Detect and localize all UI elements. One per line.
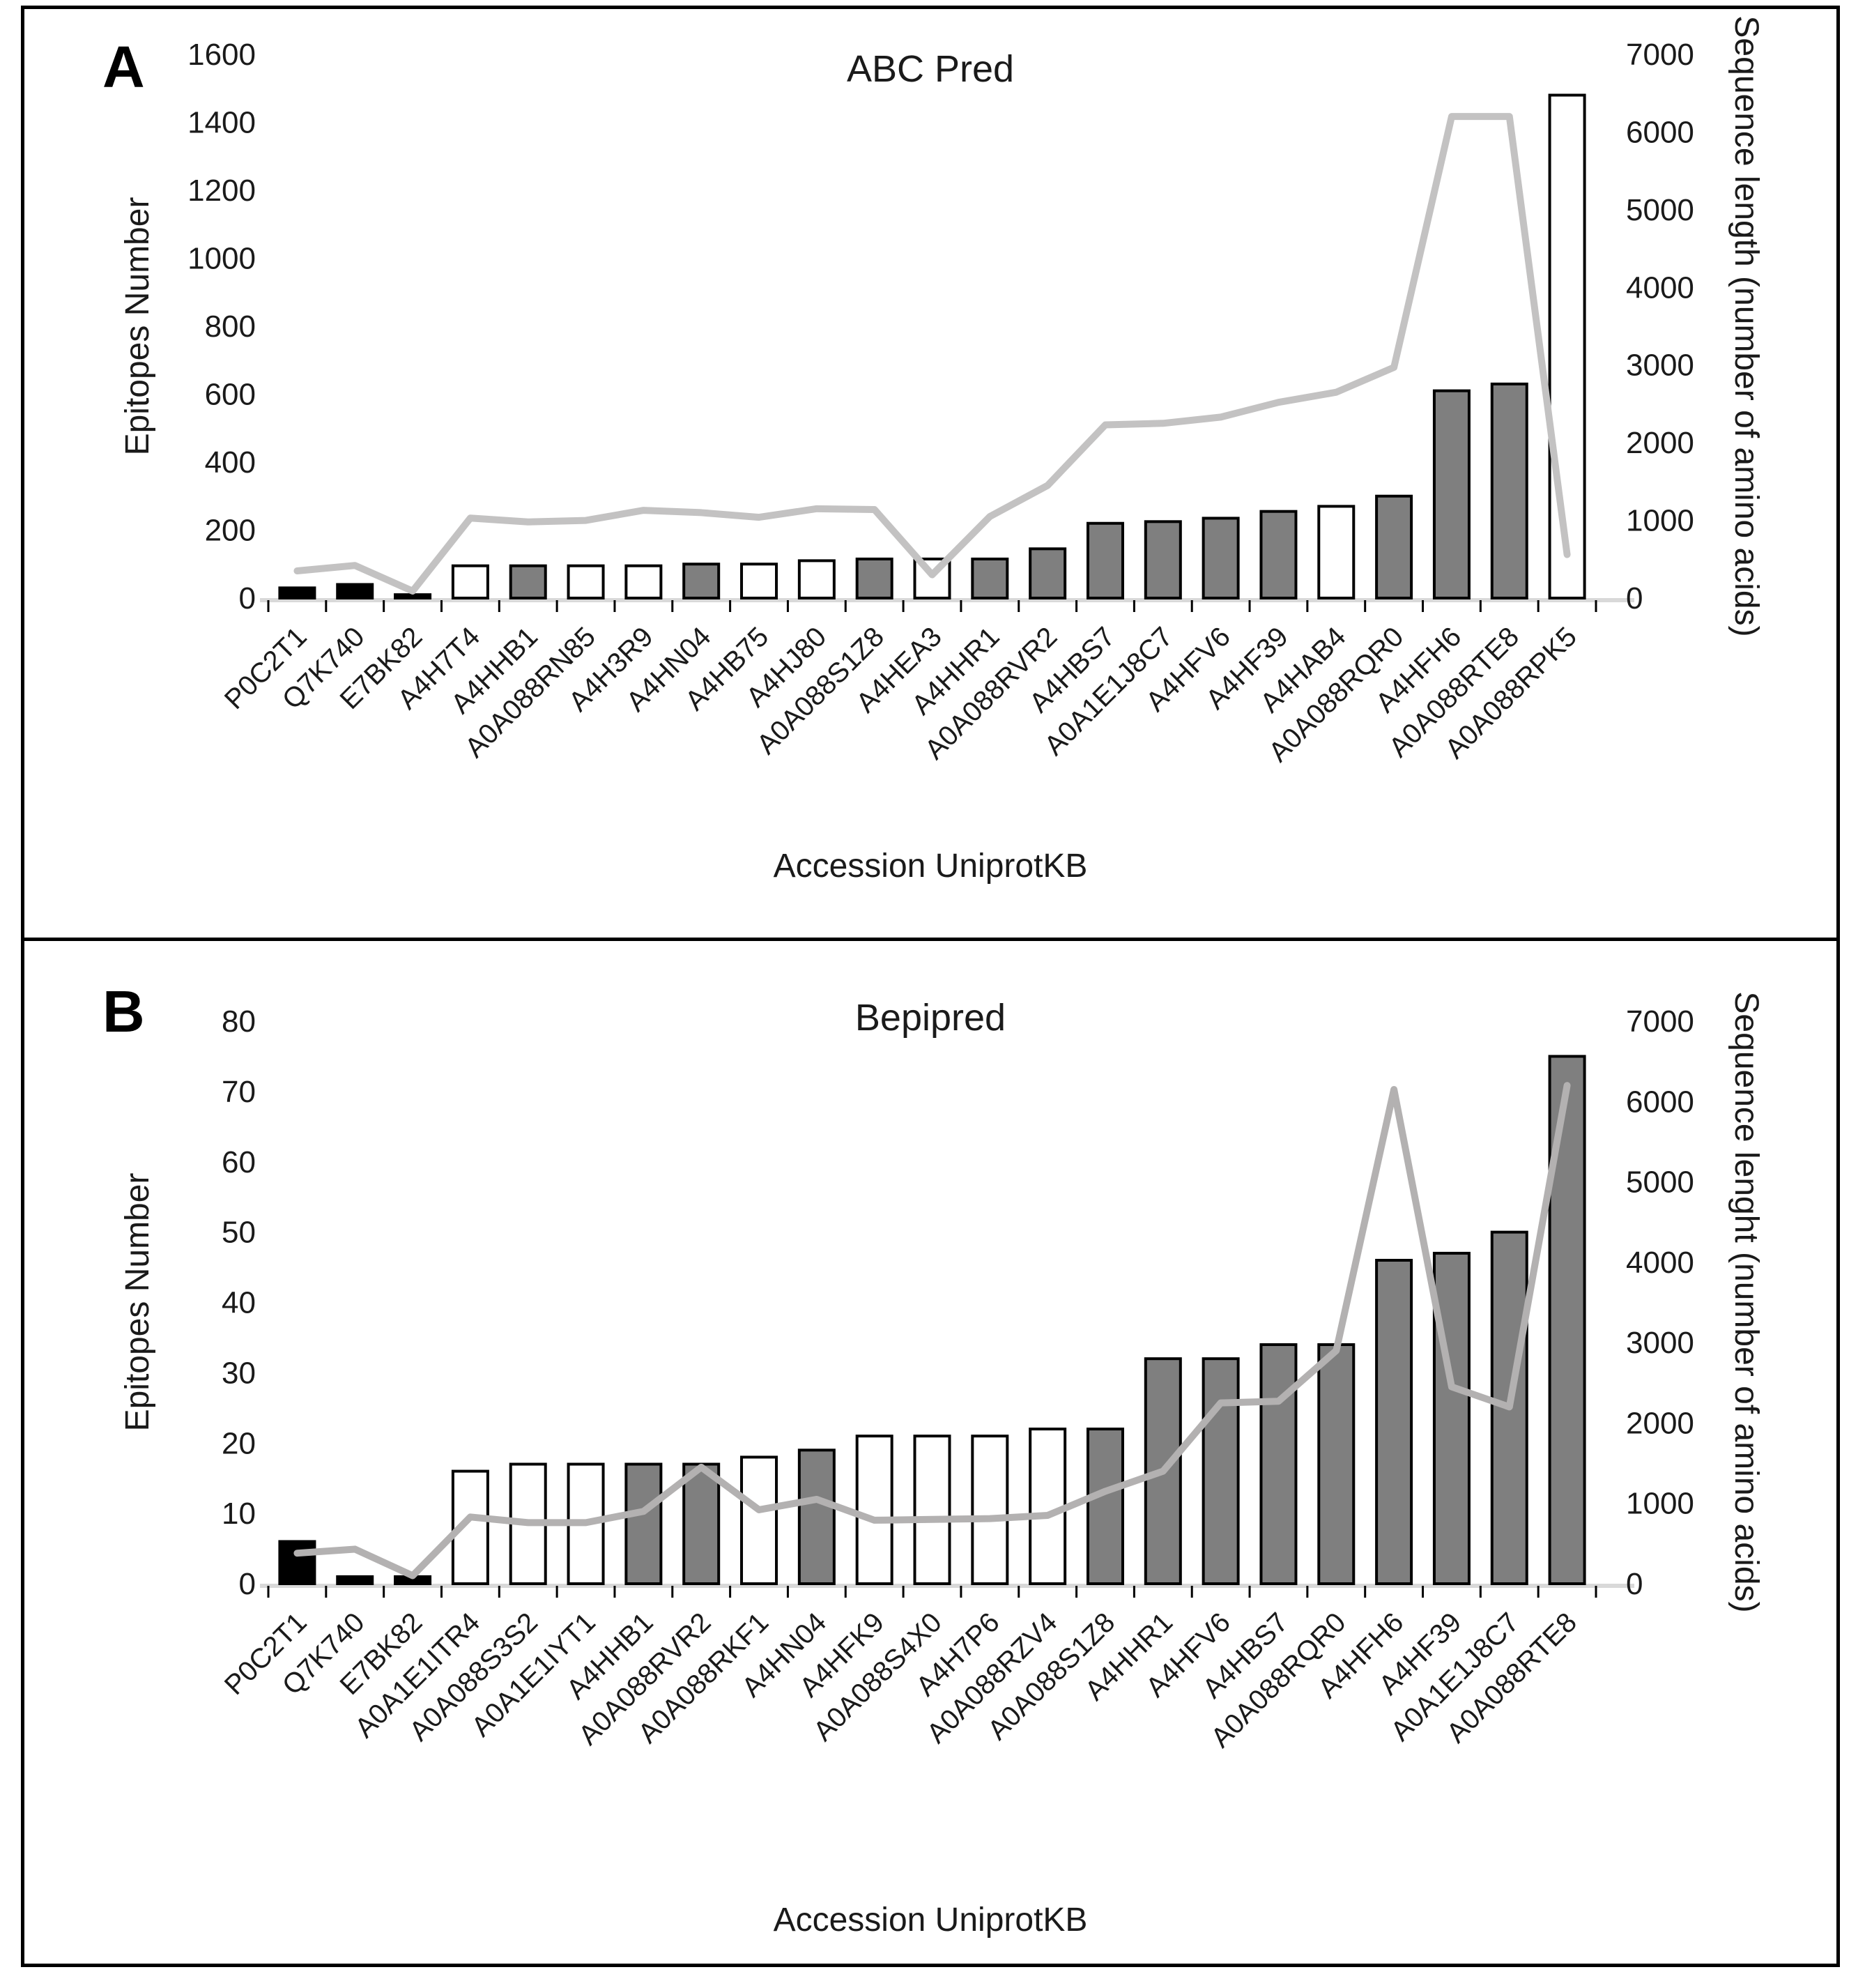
y-right-tick-label: 0: [1626, 581, 1643, 615]
y-left-tick-label: 1400: [187, 106, 256, 140]
bar: [682, 563, 721, 599]
y-left-tick-label: 0: [239, 581, 256, 615]
y-right-tick-label: 0: [1626, 1567, 1643, 1601]
y-left-tick-label: 40: [222, 1286, 256, 1320]
bar: [1375, 1258, 1413, 1585]
panel-abc-pred: A ABC Pred Epitopes Number Sequence leng…: [24, 9, 1836, 938]
y-left-tick-label: 600: [205, 378, 256, 412]
y-left-tick-label: 800: [205, 309, 256, 344]
chart-title: Bepipred: [855, 997, 1006, 1039]
y-right-tick-label: 5000: [1626, 1165, 1694, 1200]
bar: [1432, 1251, 1471, 1585]
bar: [971, 557, 1009, 599]
bar: [1490, 382, 1528, 599]
panel-bepipred: B Bepipred Epitopes Number Sequence leng…: [24, 938, 1836, 1964]
y-left-tick-label: 1200: [187, 174, 256, 208]
y-left-tick-label: 0: [239, 1567, 256, 1601]
bar: [1202, 1357, 1240, 1585]
y-left-tick-label: 1600: [187, 38, 256, 72]
y-left-tick-label: 70: [222, 1075, 256, 1109]
plot-area: 0 200 400 600 800 1000 1200 1400 1600 0 1000 2000 30…: [187, 38, 1694, 768]
bar: [394, 593, 432, 599]
y-left-axis-label: Epitopes Number: [119, 197, 156, 456]
bar: [1086, 1428, 1124, 1586]
bar: [682, 1462, 721, 1586]
bar: [1259, 1343, 1298, 1586]
bar: [797, 559, 836, 599]
bar: [1259, 510, 1298, 599]
y-left-tick-label: 50: [222, 1216, 256, 1250]
bar: [1086, 521, 1124, 599]
y-left-tick-label: 200: [205, 514, 256, 548]
bar: [1144, 520, 1182, 599]
bar: [855, 1435, 893, 1585]
y-left-tick-label: 1000: [187, 242, 256, 276]
bar: [567, 564, 605, 599]
y-left-tick-label: 10: [222, 1497, 256, 1531]
bar: [278, 586, 316, 599]
bar: [624, 564, 663, 599]
bar: [1432, 389, 1471, 599]
bar: [1375, 494, 1413, 599]
abc-pred-chart: A ABC Pred Epitopes Number Sequence leng…: [102, 15, 1765, 885]
y-right-tick-label: 2000: [1626, 426, 1694, 460]
y-right-axis-label: Sequence lenght (number of amino acids): [1728, 991, 1765, 1612]
y-right-tick-label: 3000: [1626, 349, 1694, 383]
bar: [509, 564, 547, 599]
bar: [855, 557, 893, 599]
y-left-tick-label: 80: [222, 1004, 256, 1039]
epitope-figure: A ABC Pred Epitopes Number Sequence leng…: [21, 6, 1840, 1967]
bar: [1202, 517, 1240, 599]
bar: [1029, 1428, 1067, 1586]
bar: [797, 1448, 836, 1586]
y-right-tick-label: 6000: [1626, 115, 1694, 149]
bar: [1029, 547, 1067, 599]
y-right-tick-label: 7000: [1626, 1004, 1694, 1039]
bar: [278, 1540, 316, 1585]
bar: [624, 1462, 663, 1586]
bar: [336, 1575, 374, 1585]
bar: [971, 1435, 1009, 1585]
y-right-tick-label: 1000: [1626, 504, 1694, 538]
y-left-tick-label: 400: [205, 445, 256, 480]
x-axis-label: Accession UniprotKB: [774, 848, 1088, 885]
sequence-length-line: [293, 1082, 1571, 1580]
bar: [1490, 1230, 1528, 1585]
bar: [336, 583, 374, 599]
bar: [913, 1435, 951, 1585]
x-axis-label: Accession UniprotKB: [774, 1902, 1088, 1939]
y-right-tick-label: 1000: [1626, 1487, 1694, 1521]
bepipred-chart: B Bepipred Epitopes Number Sequence leng…: [102, 979, 1765, 1939]
panel-letter: A: [102, 34, 145, 100]
bar: [740, 1455, 778, 1585]
y-left-tick-label: 20: [222, 1426, 256, 1460]
bar: [1144, 1357, 1182, 1585]
bar: [1548, 93, 1586, 599]
y-right-tick-label: 4000: [1626, 270, 1694, 305]
y-right-tick-label: 2000: [1626, 1406, 1694, 1440]
y-right-tick-label: 7000: [1626, 38, 1694, 72]
chart-title: ABC Pred: [847, 48, 1014, 90]
y-right-tick-label: 4000: [1626, 1246, 1694, 1280]
y-left-tick-label: 60: [222, 1145, 256, 1179]
plot-area: 0 10 20 30 40 50 60 70 80 0 1000 2000 3000 4000 5000 60…: [219, 1004, 1694, 1754]
panel-letter: B: [102, 979, 145, 1044]
bar: [740, 563, 778, 599]
bar: [1317, 1343, 1356, 1586]
bar: [1317, 505, 1356, 599]
sequence-length-line: [293, 113, 1571, 595]
y-right-axis-label: Sequence length (number of amino acids): [1728, 15, 1765, 636]
y-right-tick-label: 5000: [1626, 193, 1694, 227]
y-left-tick-label: 30: [222, 1356, 256, 1390]
y-right-tick-label: 6000: [1626, 1085, 1694, 1119]
y-right-tick-label: 3000: [1626, 1326, 1694, 1360]
y-left-axis-label: Epitopes Number: [119, 1173, 156, 1432]
bar: [451, 564, 489, 599]
